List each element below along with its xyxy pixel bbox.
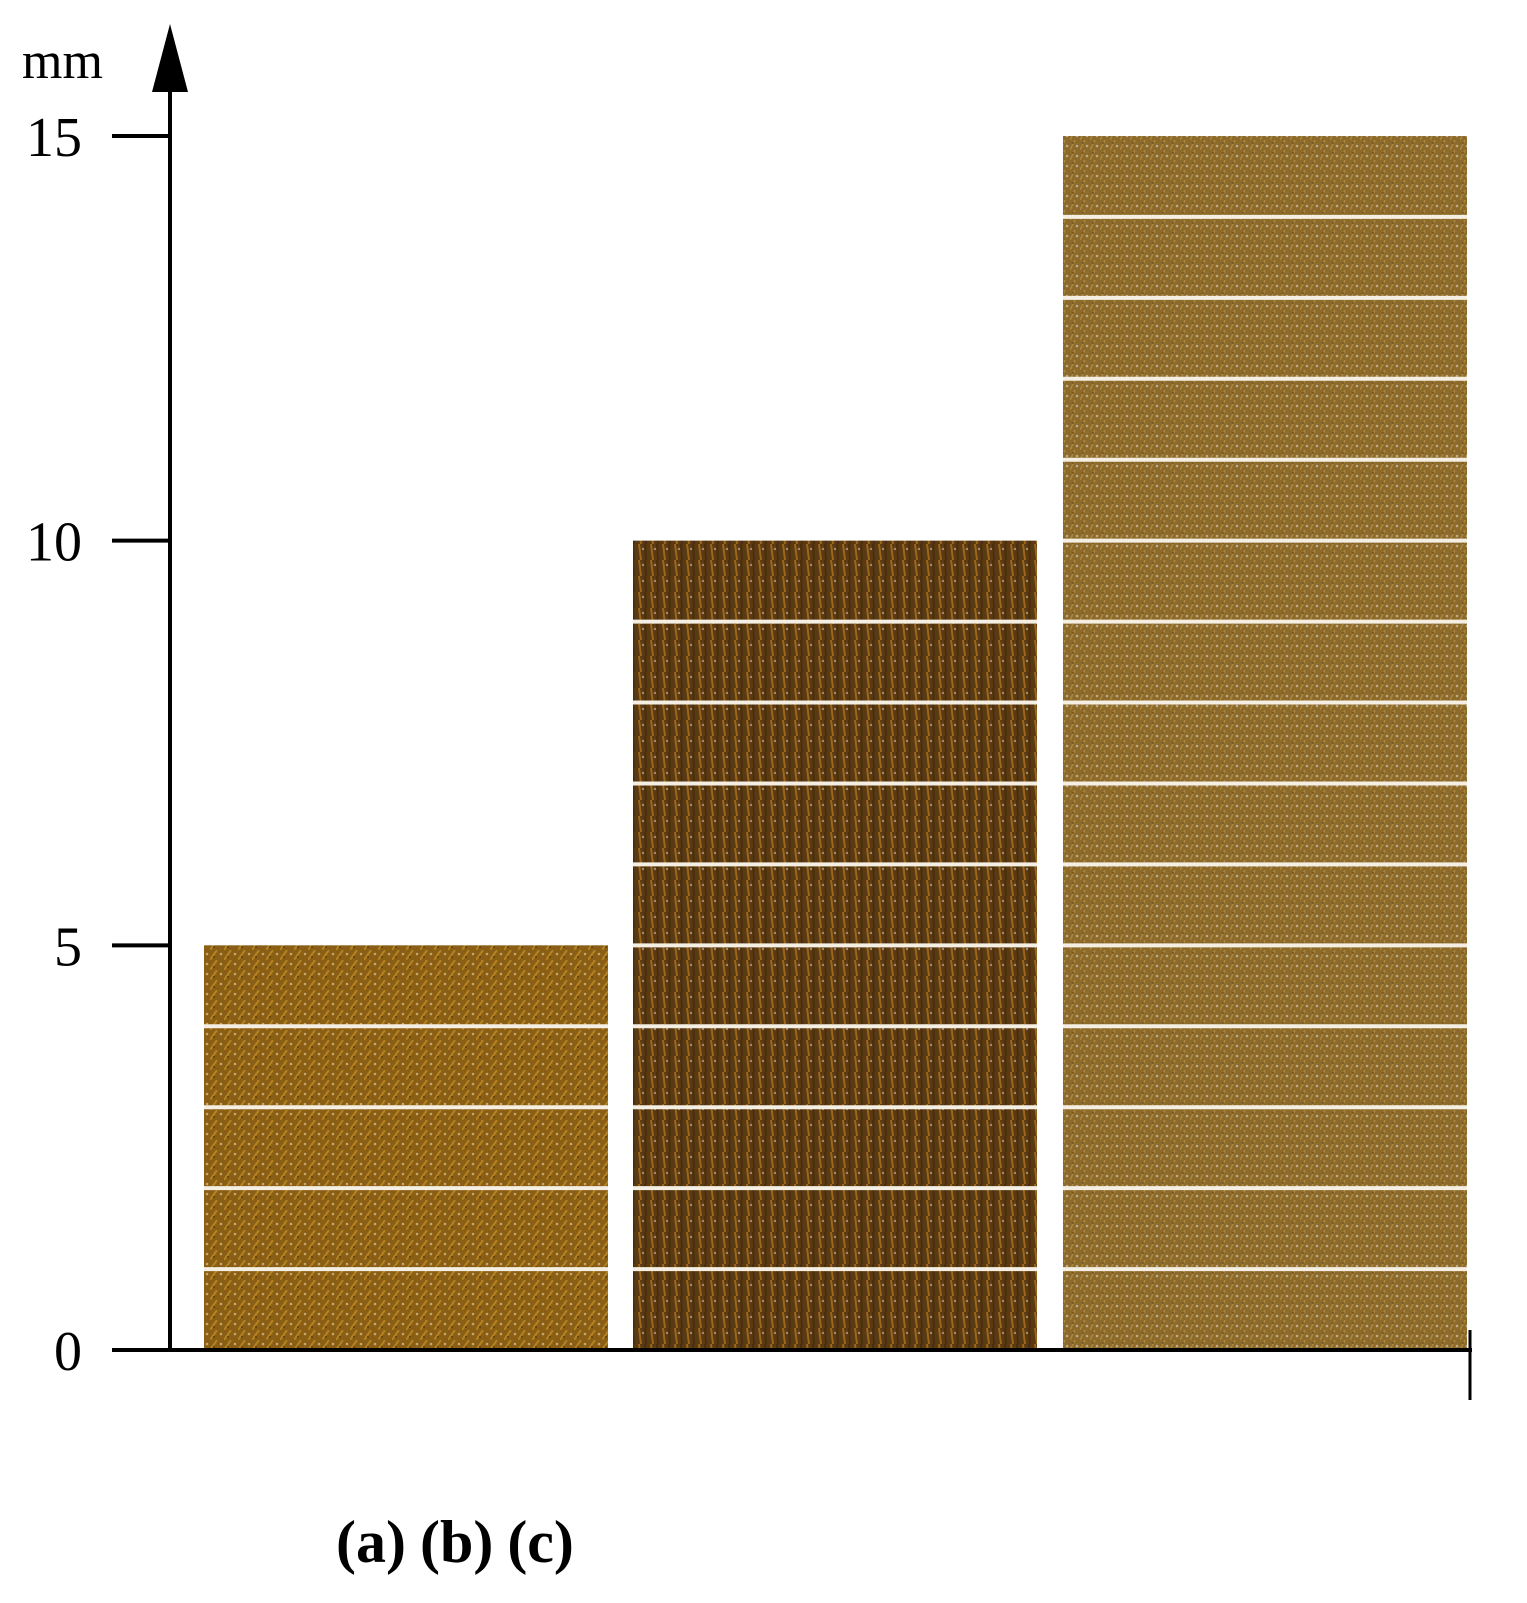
bar-a	[204, 945, 608, 1350]
y-axis-arrow	[152, 24, 188, 92]
bar-fill	[1063, 136, 1467, 1350]
y-tick-label: 5	[54, 916, 82, 978]
y-ticks-group: 0 5 10 15	[26, 107, 170, 1383]
bar-fill	[204, 945, 608, 1350]
bars-group	[204, 136, 1467, 1350]
y-tick-label: 0	[54, 1321, 82, 1383]
bar-tint	[1063, 136, 1467, 1350]
y-axis-unit-label: mm	[22, 33, 103, 90]
y-axis: mm	[22, 24, 188, 1350]
y-tick-label: 15	[26, 107, 82, 169]
category-label-b: (b)	[419, 1509, 494, 1575]
bar-tint	[204, 945, 608, 1350]
x-axis	[112, 1330, 1472, 1400]
bar-c	[1063, 136, 1467, 1350]
bar-b	[633, 540, 1037, 1350]
category-label-c: (c)	[507, 1509, 574, 1575]
category-labels: (a) (b) (c)	[336, 1508, 588, 1577]
y-tick-label: 10	[26, 512, 82, 574]
category-label-a: (a)	[336, 1509, 406, 1575]
